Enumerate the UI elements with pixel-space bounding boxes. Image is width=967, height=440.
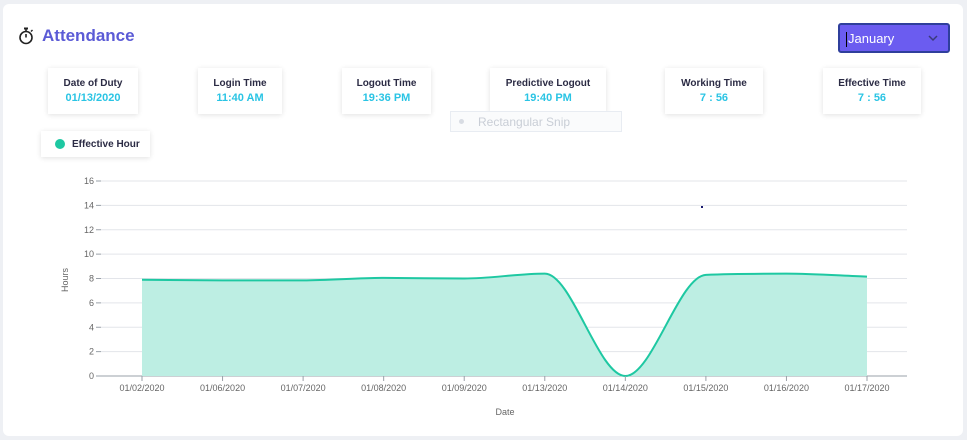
stat-label: Logout Time — [356, 78, 417, 89]
stat-value: 19:36 PM — [362, 92, 411, 104]
y-tick-label: 2 — [89, 347, 94, 357]
x-tick-label: 01/08/2020 — [361, 383, 406, 393]
stat-value: 01/13/2020 — [65, 92, 121, 104]
y-tick-label: 16 — [84, 176, 94, 186]
x-tick-label: 01/06/2020 — [200, 383, 245, 393]
y-tick-label: 10 — [84, 249, 94, 259]
stat-working-time: Working Time 7 : 56 — [665, 68, 763, 114]
month-select-value: January — [848, 30, 895, 46]
stat-value: 7 : 56 — [857, 92, 887, 104]
stat-predictive-logout: Predictive Logout 19:40 PM — [490, 68, 606, 114]
data-point[interactable] — [461, 276, 467, 282]
stat-value: 11:40 AM — [216, 92, 264, 104]
data-point[interactable] — [864, 274, 870, 280]
stat-value: 19:40 PM — [524, 92, 572, 104]
data-point[interactable] — [300, 277, 306, 283]
data-point[interactable] — [139, 277, 145, 283]
chart-axes: 0 2 4 6 8 10 12 14 16 01/02/2020 01/06/2020 01/07/2… — [84, 176, 890, 393]
attendance-header: Attendance — [18, 26, 135, 46]
y-tick-label: 4 — [89, 322, 94, 332]
stat-label: Date of Duty — [63, 78, 123, 89]
chevron-down-icon — [928, 35, 938, 42]
y-axis-title: Hours — [60, 268, 70, 293]
x-tick-label: 01/15/2020 — [683, 383, 728, 393]
y-tick-label: 8 — [89, 274, 94, 284]
series-line-effective-hour — [141, 272, 868, 378]
data-point[interactable] — [783, 271, 789, 277]
stat-date-of-duty: Date of Duty 01/13/2020 — [48, 68, 138, 114]
legend-swatch — [55, 139, 65, 149]
x-tick-label: 01/02/2020 — [119, 383, 164, 393]
stat-login-time: Login Time 11:40 AM — [198, 68, 282, 114]
chart-legend[interactable]: Effective Hour — [41, 131, 150, 157]
stat-value: 7 : 56 — [699, 92, 729, 104]
y-tick-label: 0 — [89, 371, 94, 381]
stat-logout-time: Logout Time 19:36 PM — [342, 68, 431, 114]
data-point[interactable] — [542, 271, 548, 277]
stat-effective-time: Effective Time 7 : 56 — [823, 68, 921, 114]
stray-cursor-mark — [701, 206, 703, 208]
text-caret — [846, 32, 847, 47]
y-tick-label: 14 — [84, 200, 94, 210]
series-area-effective-hour — [142, 273, 867, 376]
x-tick-label: 01/16/2020 — [764, 383, 809, 393]
rectangular-snip-overlay[interactable]: Rectangular Snip — [450, 111, 622, 132]
x-tick-label: 01/07/2020 — [281, 383, 326, 393]
data-point[interactable] — [220, 277, 226, 283]
x-tick-label: 01/13/2020 — [522, 383, 567, 393]
month-select[interactable]: January — [838, 23, 950, 53]
y-tick-label: 6 — [89, 298, 94, 308]
stat-label: Effective Time — [838, 78, 906, 89]
legend-label: Effective Hour — [72, 138, 140, 150]
y-tick-label: 12 — [84, 225, 94, 235]
chart-series — [139, 271, 870, 378]
data-point[interactable] — [381, 275, 387, 281]
snip-dot-icon — [459, 119, 464, 124]
x-tick-label: 01/14/2020 — [603, 383, 648, 393]
stopwatch-icon — [19, 27, 33, 45]
stat-label: Working Time — [681, 78, 747, 89]
x-axis-title: Date — [495, 407, 514, 417]
x-tick-label: 01/09/2020 — [442, 383, 487, 393]
page-title: Attendance — [42, 26, 135, 45]
stat-label: Predictive Logout — [505, 78, 591, 89]
x-tick-label: 01/17/2020 — [844, 383, 889, 393]
snip-label: Rectangular Snip — [478, 114, 571, 129]
data-point[interactable] — [703, 272, 709, 278]
stat-label: Login Time — [213, 78, 267, 89]
